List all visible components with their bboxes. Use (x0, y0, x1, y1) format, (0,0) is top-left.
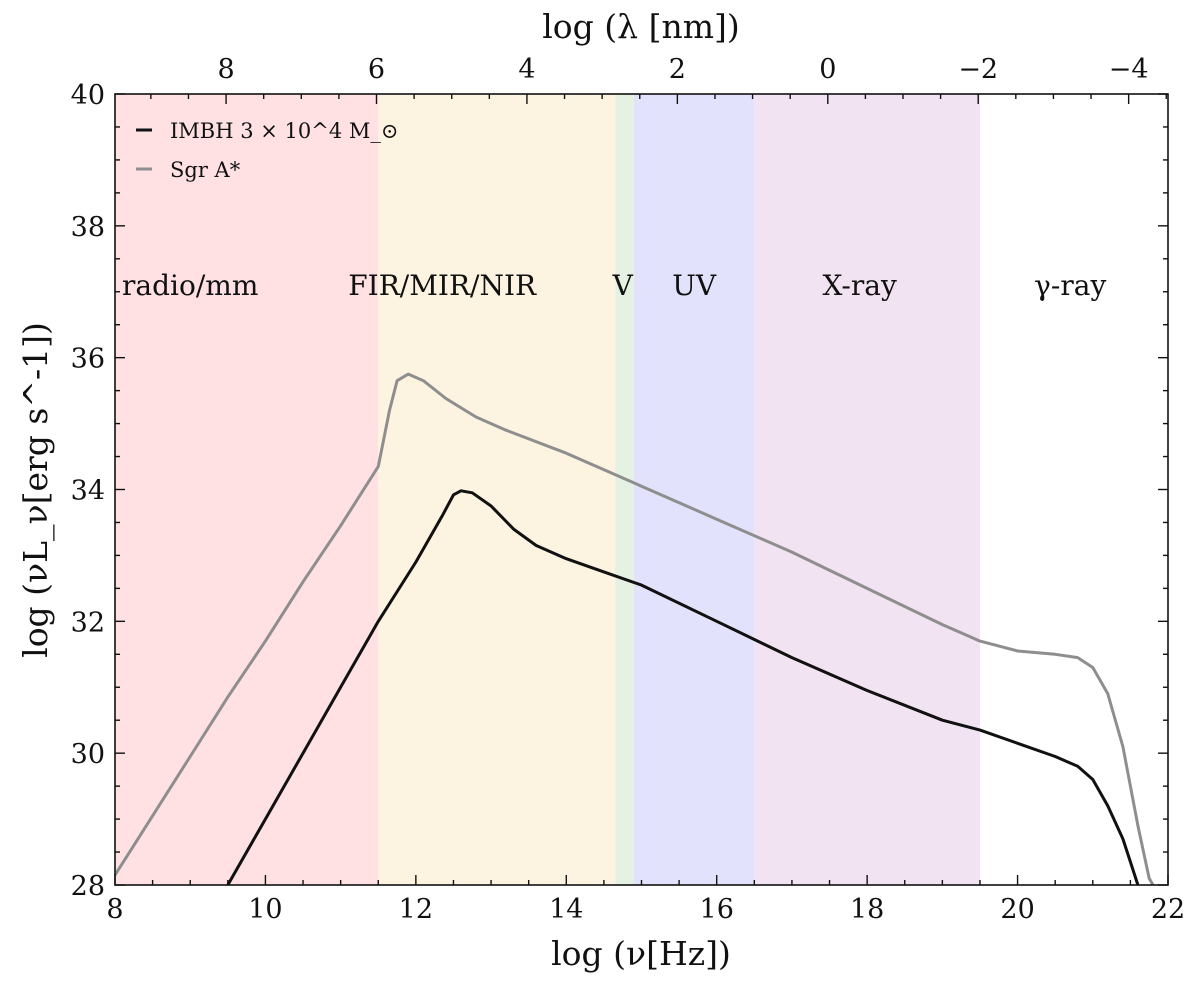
top-x-tick-label: 2 (669, 54, 686, 85)
legend-label-imbh: IMBH 3 × 10^4 M_⊙ (170, 119, 398, 143)
x-tick-labels: 8 10 12 14 16 18 20 22 (106, 894, 1185, 925)
x-tick-label: 18 (850, 894, 884, 925)
y-tick-label: 40 (71, 80, 105, 111)
y-tick-label: 38 (71, 212, 105, 243)
band-label-uv: UV (672, 269, 717, 302)
series-lines (113, 372, 1155, 886)
band-label-v: V (612, 269, 634, 302)
top-x-tick-label: 6 (368, 54, 385, 85)
band-label-radio-mm: radio/mm (122, 269, 258, 302)
y-tick-label: 32 (71, 607, 105, 638)
series-line-sgra (113, 372, 1155, 886)
y-tick-labels: 28 30 32 34 36 38 40 (71, 80, 105, 902)
top-x-axis-label: log (λ [nm]) (542, 7, 739, 46)
band-ray (979, 94, 1168, 885)
top-x-tick-labels: 8 6 4 2 0 −2 −4 (217, 54, 1148, 85)
axis-ticks (114, 93, 1169, 886)
top-x-tick-label: −4 (1109, 54, 1149, 85)
band-label-ray: γ-ray (1034, 269, 1106, 302)
band-labels: radio/mm FIR/MIR/NIR V UV X-ray γ-ray (122, 269, 1106, 302)
series-line-imbh (226, 489, 1140, 886)
x-tick-label: 16 (700, 894, 734, 925)
top-x-tick-label: 0 (819, 54, 836, 85)
spectral-bands (115, 94, 1168, 885)
y-tick-label: 28 (71, 871, 105, 902)
x-axis-label: log (ν[Hz]) (551, 934, 731, 973)
x-tick-label: 22 (1151, 894, 1185, 925)
band-fir-mir-nir (378, 94, 616, 885)
legend-label-sgra: Sgr A* (170, 158, 241, 182)
x-tick-label: 14 (549, 894, 583, 925)
x-tick-label: 8 (106, 894, 123, 925)
band-label-x-ray: X-ray (822, 269, 896, 302)
y-tick-label: 34 (71, 476, 105, 507)
y-tick-label: 30 (71, 739, 105, 770)
y-tick-label: 36 (71, 344, 105, 375)
top-x-tick-label: 8 (217, 54, 234, 85)
band-uv (633, 94, 755, 885)
top-x-tick-label: −2 (958, 54, 998, 85)
x-tick-label: 10 (248, 894, 282, 925)
top-x-tick-label: 4 (518, 54, 535, 85)
y-axis-label: log (νL_ν[erg s^-1]) (16, 322, 56, 658)
band-radio-mm (115, 94, 379, 885)
legend: IMBH 3 × 10^4 M_⊙ Sgr A* (136, 119, 398, 182)
band-label-fir-mir-nir: FIR/MIR/NIR (348, 269, 537, 302)
x-tick-label: 20 (1000, 894, 1034, 925)
band-x-ray (754, 94, 980, 885)
x-tick-label: 12 (399, 894, 433, 925)
band-v (615, 94, 634, 885)
